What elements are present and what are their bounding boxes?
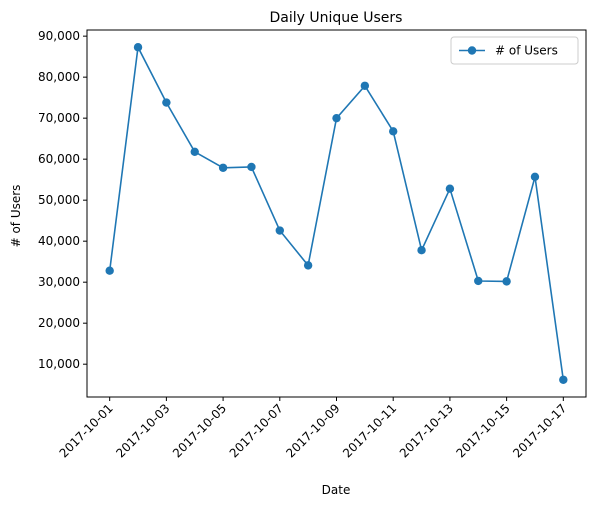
- data-point: [275, 226, 284, 235]
- y-tick-label: 10,000: [38, 357, 80, 371]
- data-point: [559, 375, 568, 384]
- x-tick-label: 2017-10-07: [227, 401, 286, 460]
- data-point: [360, 81, 370, 90]
- series-line: [108, 44, 565, 380]
- data-point: [162, 98, 171, 107]
- data-point: [530, 172, 540, 181]
- y-axis-label: # of Users: [9, 185, 23, 248]
- y-tick-label: 30,000: [38, 275, 80, 289]
- x-tick-label: 2017-10-11: [340, 401, 399, 460]
- legend-label: # of Users: [495, 44, 558, 58]
- chart-title: Daily Unique Users: [270, 10, 403, 26]
- data-point: [303, 261, 313, 270]
- data-point: [218, 163, 228, 172]
- x-tick-label: 2017-10-17: [510, 401, 569, 460]
- data-point: [474, 276, 483, 286]
- data-point: [105, 266, 114, 275]
- x-tick-label: 2017-10-15: [454, 401, 513, 460]
- data-point: [332, 113, 341, 123]
- data-point: [445, 184, 455, 193]
- y-tick-label: 70,000: [38, 111, 80, 125]
- legend-marker: [467, 46, 477, 55]
- x-tick-label: 2017-10-09: [283, 401, 342, 460]
- plot-frame: [86, 29, 587, 398]
- x-tick-label: 2017-10-13: [397, 401, 456, 460]
- legend-box: [450, 36, 579, 65]
- data-point: [133, 43, 143, 52]
- x-axis-label: Date: [322, 483, 351, 497]
- y-tick-label: 20,000: [38, 316, 80, 330]
- data-point: [417, 246, 426, 255]
- y-tick-label: 40,000: [38, 234, 80, 248]
- data-point: [502, 277, 511, 286]
- y-tick-label: 90,000: [38, 29, 80, 43]
- y-tick-label: 60,000: [38, 152, 80, 166]
- x-tick-label: 2017-10-03: [113, 401, 172, 460]
- x-tick-label: 2017-10-01: [57, 401, 116, 460]
- data-point: [247, 162, 256, 172]
- x-tick-label: 2017-10-05: [170, 401, 229, 460]
- data-point: [190, 147, 199, 156]
- data-point: [389, 127, 398, 136]
- y-tick-label: 80,000: [38, 70, 80, 84]
- y-tick-label: 50,000: [38, 193, 80, 207]
